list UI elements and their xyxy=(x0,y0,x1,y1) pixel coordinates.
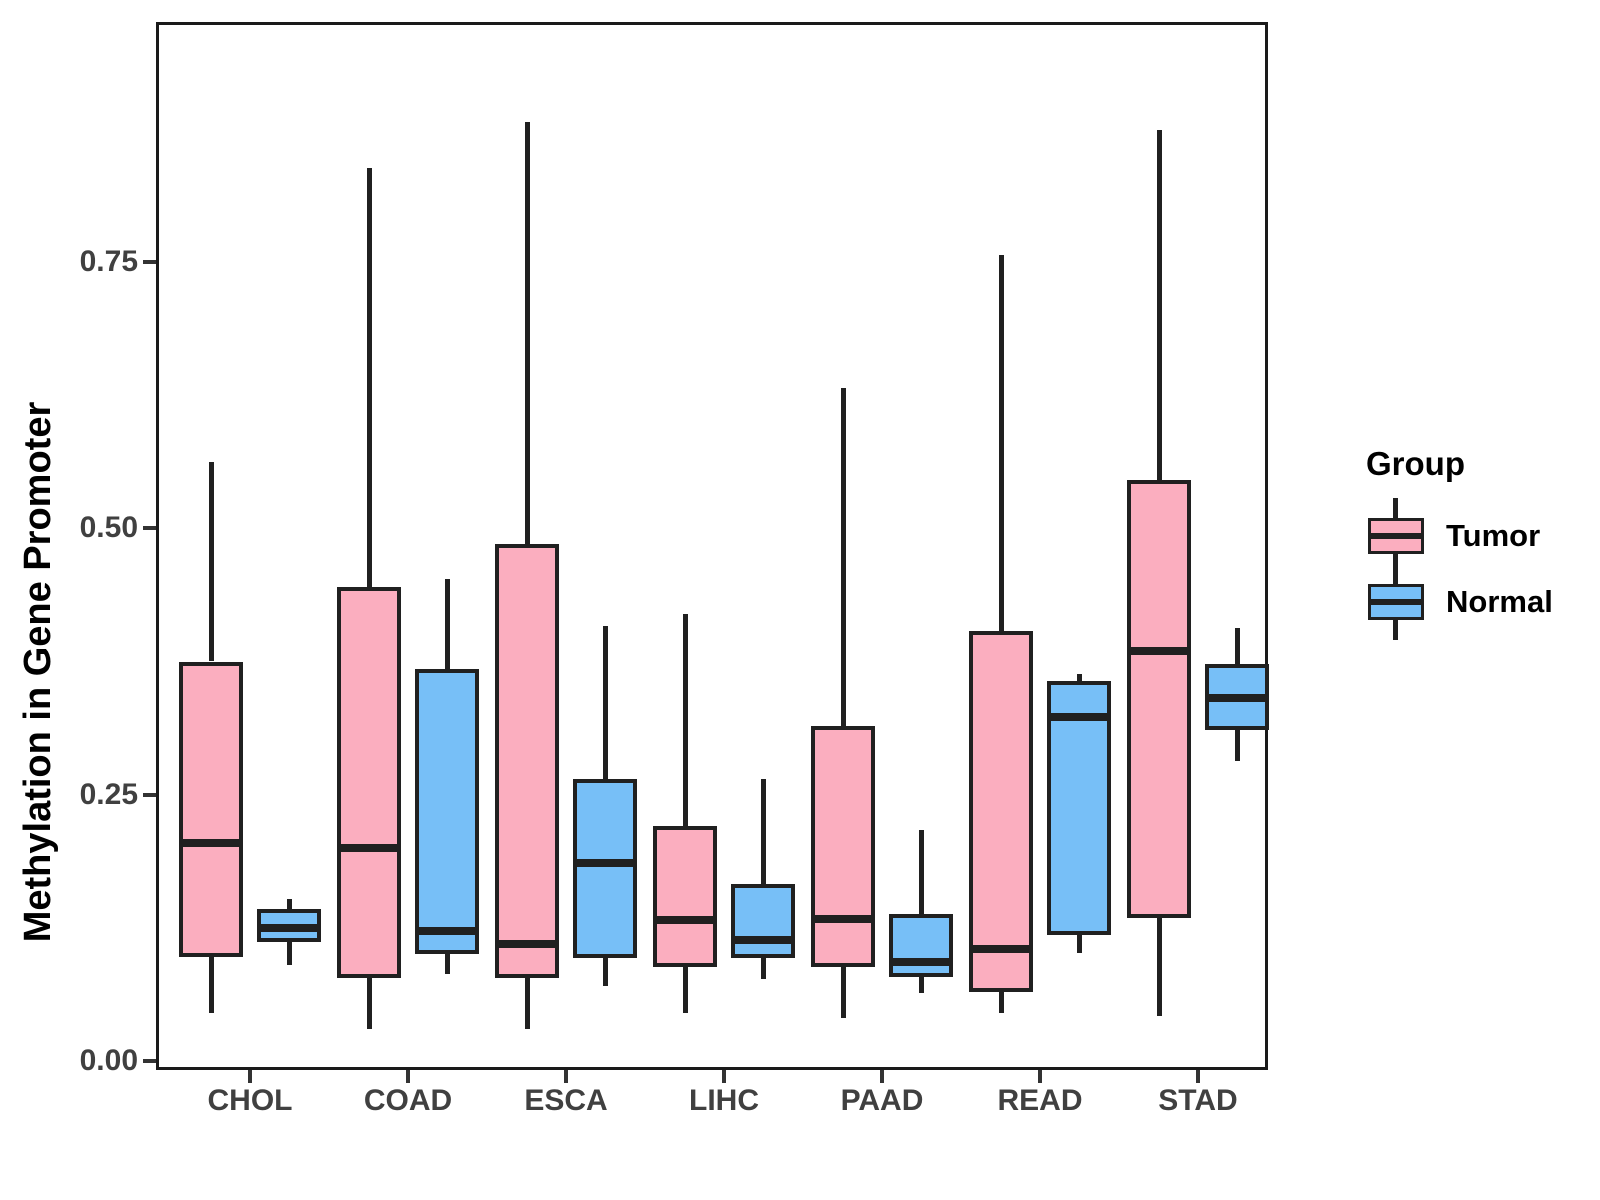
iqr-box xyxy=(337,586,401,978)
upper-whisker xyxy=(1076,674,1082,681)
x-axis-category-label: STAD xyxy=(1158,1084,1238,1117)
median-line xyxy=(889,957,953,966)
iqr-box xyxy=(969,630,1033,992)
y-axis-tick-label: 0.25 xyxy=(79,777,138,811)
upper-whisker xyxy=(998,254,1004,631)
x-axis-tick xyxy=(722,1070,726,1083)
lower-whisker xyxy=(208,956,214,1014)
upper-whisker xyxy=(1234,628,1240,664)
y-axis-tick-label: 0.75 xyxy=(79,245,138,278)
upper-whisker xyxy=(444,579,450,669)
upper-whisker xyxy=(918,829,924,914)
upper-whisker xyxy=(682,613,688,826)
iqr-box xyxy=(415,668,479,955)
iqr-box xyxy=(731,884,795,958)
upper-whisker xyxy=(840,387,846,727)
iqr-box xyxy=(653,825,717,968)
median-line xyxy=(811,915,875,924)
lower-whisker xyxy=(286,941,292,966)
y-axis-tick xyxy=(143,1059,156,1063)
y-axis-tick xyxy=(143,260,156,264)
median-line xyxy=(969,945,1033,954)
y-axis-tick-label: 0.50 xyxy=(79,511,138,545)
iqr-box xyxy=(495,544,559,978)
upper-whisker xyxy=(524,122,530,545)
y-axis-tick-label: 0.00 xyxy=(79,1044,138,1077)
upper-whisker xyxy=(1156,129,1162,481)
lower-whisker xyxy=(1234,729,1240,761)
median-line xyxy=(337,843,401,852)
y-axis-title: Methylation in Gene Promoter xyxy=(17,401,59,943)
legend-median-line xyxy=(1368,533,1424,539)
x-axis-category-label: LIHC xyxy=(689,1084,759,1117)
median-line xyxy=(731,935,795,944)
x-axis-tick xyxy=(406,1070,410,1083)
iqr-box xyxy=(1047,680,1111,936)
iqr-box xyxy=(811,726,875,968)
median-line xyxy=(1047,712,1111,721)
upper-whisker xyxy=(760,778,766,885)
legend-title: Group xyxy=(1366,445,1465,482)
lower-whisker xyxy=(1156,918,1162,1017)
y-axis-tick xyxy=(143,792,156,797)
iqr-box xyxy=(179,661,243,957)
legend-key-tumor-icon xyxy=(1368,498,1424,574)
upper-whisker xyxy=(208,462,214,662)
x-axis-category-label: READ xyxy=(997,1084,1083,1117)
x-axis-tick xyxy=(1038,1070,1042,1083)
median-line xyxy=(415,927,479,936)
lower-whisker xyxy=(918,976,924,993)
upper-whisker xyxy=(286,899,292,909)
median-line xyxy=(1127,646,1191,655)
lower-whisker xyxy=(760,957,766,979)
x-axis-tick xyxy=(880,1070,884,1083)
median-line xyxy=(1205,693,1269,702)
median-line xyxy=(179,838,243,847)
median-line xyxy=(495,939,559,948)
y-axis-tick xyxy=(143,526,156,531)
upper-whisker xyxy=(602,626,608,779)
lower-whisker xyxy=(602,957,608,987)
upper-whisker xyxy=(366,168,372,587)
x-axis-category-label: PAAD xyxy=(840,1084,924,1117)
x-axis-category-label: COAD xyxy=(363,1084,453,1117)
median-line xyxy=(573,858,637,867)
iqr-box xyxy=(1127,480,1191,919)
median-line xyxy=(653,916,717,925)
legend-key-normal-icon xyxy=(1368,564,1424,640)
lower-whisker xyxy=(1076,935,1082,954)
x-axis-category-label: ESCA xyxy=(524,1084,608,1117)
x-axis-category-label: CHOL xyxy=(207,1084,293,1117)
lower-whisker xyxy=(524,977,530,1030)
lower-whisker xyxy=(444,954,450,974)
legend-median-line xyxy=(1368,599,1424,605)
iqr-box xyxy=(889,913,953,977)
lower-whisker xyxy=(998,991,1004,1014)
iqr-box xyxy=(573,778,637,958)
legend-label-tumor: Tumor xyxy=(1446,518,1541,553)
lower-whisker xyxy=(840,967,846,1019)
x-axis-tick xyxy=(1196,1070,1200,1083)
legend-label-normal: Normal xyxy=(1446,584,1553,619)
median-line xyxy=(257,923,321,932)
lower-whisker xyxy=(366,977,372,1030)
x-axis-tick xyxy=(564,1070,568,1083)
lower-whisker xyxy=(682,967,688,1014)
x-axis-tick xyxy=(248,1070,252,1083)
